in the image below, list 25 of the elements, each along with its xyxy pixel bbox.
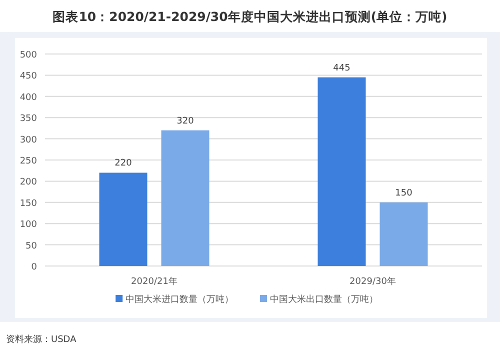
y-tick-label: 400 <box>20 92 38 103</box>
bar <box>161 130 210 266</box>
y-tick-label: 50 <box>26 241 38 252</box>
y-tick-label: 500 <box>20 50 38 60</box>
x-tick-label: 2020/21年 <box>131 276 178 287</box>
legend-label: 中国大米出口数量（万吨） <box>270 294 378 305</box>
legend-label: 中国大米进口数量（万吨） <box>126 294 234 305</box>
x-tick-label: 2029/30年 <box>350 276 396 287</box>
bar <box>99 172 148 266</box>
y-tick-label: 150 <box>20 198 38 209</box>
data-label: 220 <box>114 158 132 169</box>
bar <box>380 202 428 266</box>
chart-title: 图表10：2020/21-2029/30年度中国大米进出口预测(单位：万吨) <box>52 9 448 24</box>
y-tick-label: 200 <box>20 178 38 188</box>
data-label: 445 <box>333 63 350 74</box>
y-tick-label: 100 <box>20 220 38 230</box>
y-tick-label: 0 <box>31 262 38 272</box>
bar <box>318 77 366 266</box>
y-tick-label: 450 <box>20 72 38 82</box>
data-label: 320 <box>176 116 194 126</box>
data-label: 150 <box>395 188 413 198</box>
y-tick-label: 350 <box>20 114 38 124</box>
text: 资料来源：USDA <box>6 334 78 345</box>
y-tick-label: 250 <box>20 156 38 166</box>
y-tick-label: 300 <box>20 135 38 146</box>
